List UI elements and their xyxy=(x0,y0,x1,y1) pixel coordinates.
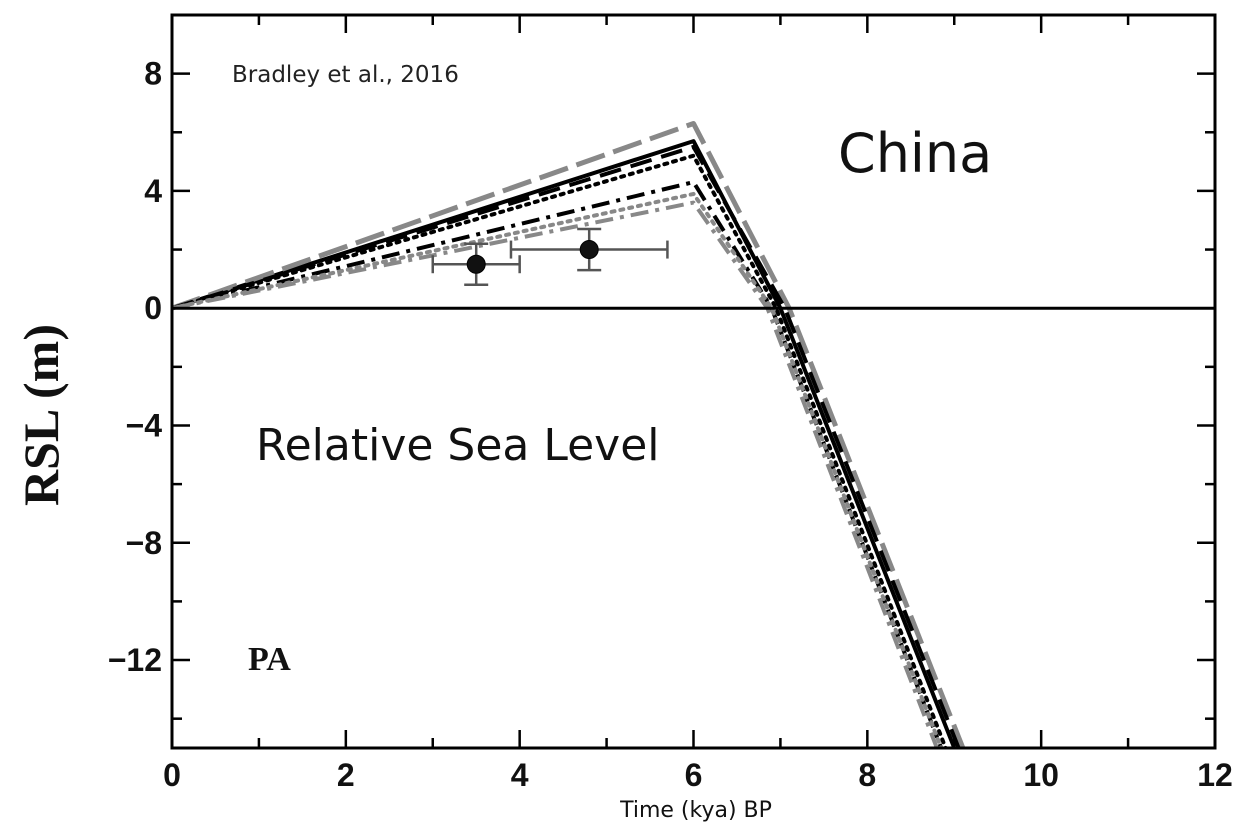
x-axis-label: Time (kya) BP xyxy=(619,798,772,823)
observation-point-2 xyxy=(579,240,599,260)
series-line-5 xyxy=(172,180,944,748)
series-line-2 xyxy=(172,121,966,748)
y-tick-label--8: −8 xyxy=(126,525,162,561)
series-line-1 xyxy=(172,139,957,748)
y-tick-label-0: 0 xyxy=(144,290,162,326)
citation-label: Bradley et al., 2016 xyxy=(232,62,459,88)
y-tick-label-8: 8 xyxy=(144,56,162,92)
observation-1 xyxy=(431,242,521,286)
y-tick-label-4: 4 xyxy=(144,173,162,209)
x-tick-label-8: 8 xyxy=(858,757,876,793)
subtitle-label: Relative Sea Level xyxy=(256,420,660,471)
x-tick-label-6: 6 xyxy=(685,757,703,793)
y-tick-label--12: −12 xyxy=(108,642,162,678)
labels-layer: Bradley et al., 2016 China Relative Sea … xyxy=(13,62,992,823)
y-tick-label--4: −4 xyxy=(126,407,163,443)
observation-point-1 xyxy=(466,254,486,274)
axes-layer: 0 2 4 6 8 10 12 8 4 0 −4 −8 −12 xyxy=(108,13,1233,793)
observation-layer xyxy=(431,227,669,286)
observation-2 xyxy=(509,227,669,272)
series-line-6 xyxy=(172,191,944,748)
x-tick-label-2: 2 xyxy=(337,757,355,793)
x-tick-label-12: 12 xyxy=(1197,757,1233,793)
y-axis-label: RSL (m) xyxy=(13,324,69,506)
x-tick-label-10: 10 xyxy=(1023,757,1059,793)
series-line-3 xyxy=(172,144,961,748)
panel-label: PA xyxy=(248,641,291,678)
x-tick-label-4: 4 xyxy=(511,757,529,793)
x-tick-label-0: 0 xyxy=(163,757,181,793)
series-line-4 xyxy=(172,153,948,748)
region-label: China xyxy=(838,122,992,185)
